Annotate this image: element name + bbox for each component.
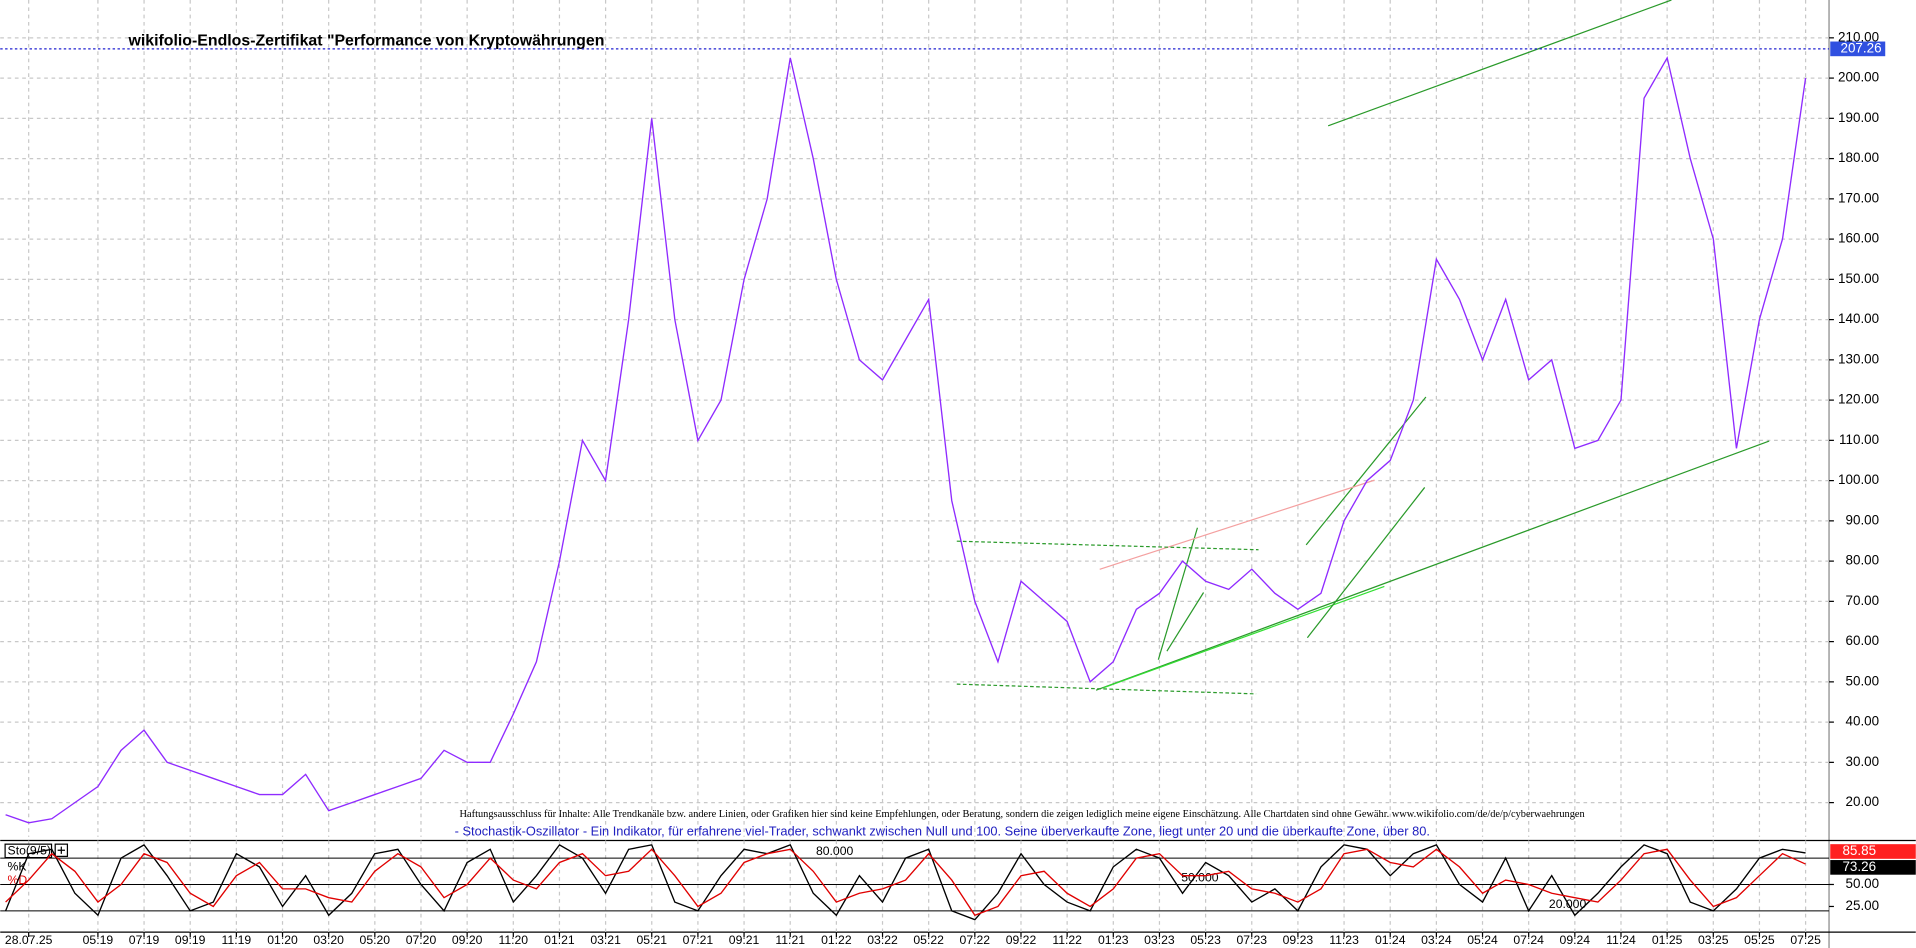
trendline — [1166, 592, 1205, 652]
x-tick-label: 05:19 — [83, 933, 114, 947]
x-tick-label: 01:25 — [1652, 933, 1683, 947]
y-tick-label: 50.00 — [1846, 673, 1880, 688]
x-tick-label: 09:23 — [1283, 933, 1314, 947]
x-tick-label: 11:24 — [1606, 933, 1636, 947]
level-label: 50.000 — [1181, 871, 1219, 885]
x-tick-label: 07:24 — [1513, 933, 1544, 947]
x-tick-label: 28.07.25 — [5, 933, 53, 947]
trendline — [1305, 396, 1427, 546]
y-tick-label: 70.00 — [1846, 593, 1880, 608]
trendline — [1306, 487, 1426, 639]
y-tick-label: 180.00 — [1838, 150, 1879, 165]
indicator-name: Sto(9/5) — [8, 844, 51, 858]
current-value-box — [1830, 844, 1916, 859]
last-price-label: 207.26 — [1841, 40, 1882, 55]
x-tick-label: 09:19 — [175, 933, 206, 947]
trendline — [1103, 585, 1385, 689]
x-tick-label: 11:23 — [1329, 933, 1359, 947]
x-tick-label: 03:23 — [1144, 933, 1175, 947]
x-tick-label: 07:25 — [1790, 933, 1821, 947]
y-tick-label: 40.00 — [1846, 714, 1880, 729]
y-tick-label: 110.00 — [1839, 432, 1879, 447]
x-tick-label: 07:22 — [960, 933, 991, 947]
last-price-box — [1830, 41, 1886, 57]
x-tick-label: 11:19 — [222, 933, 252, 947]
trendline — [1099, 479, 1375, 570]
series-line — [5, 56, 1807, 824]
y-tick-label: 60.00 — [1846, 633, 1880, 648]
y-tick-label: 100.00 — [1838, 472, 1879, 487]
x-tick-label: 01:20 — [267, 933, 298, 947]
y-tick-label: 25.00 — [1846, 898, 1880, 913]
x-tick-label: 05:21 — [636, 933, 667, 947]
y-tick-label: 200.00 — [1838, 70, 1879, 85]
plus-icon — [57, 846, 65, 854]
series-line — [4, 844, 1806, 921]
trendline — [1327, 0, 1672, 127]
chart-title: wikifolio-Endlos-Zertifikat "Performance… — [127, 33, 604, 50]
current-value-box — [1830, 860, 1916, 875]
x-tick-label: 09:20 — [452, 933, 483, 947]
x-tick-label: 01:22 — [821, 933, 852, 947]
current-value-label: 73.26 — [1842, 859, 1876, 874]
x-tick-label: 03:25 — [1698, 933, 1729, 947]
y-tick-label: 160.00 — [1838, 231, 1879, 246]
trendline — [1095, 440, 1770, 691]
trendline — [956, 683, 1257, 695]
x-tick-label: 09:24 — [1560, 933, 1591, 947]
y-tick-label: 210.00 — [1838, 29, 1879, 44]
y-tick-label: 20.00 — [1846, 794, 1880, 809]
x-tick-label: 05:20 — [360, 933, 391, 947]
series-line — [5, 848, 1806, 917]
trendline — [1157, 527, 1199, 660]
level-label: 80.000 — [816, 844, 854, 858]
y-tick-label: 190.00 — [1838, 110, 1879, 125]
y-tick-label: 90.00 — [1846, 512, 1880, 527]
x-tick-label: 07:21 — [683, 933, 714, 947]
x-tick-label: 05:25 — [1744, 933, 1775, 947]
x-tick-label: 03:22 — [867, 933, 898, 947]
x-tick-label: 07:19 — [129, 933, 160, 947]
x-tick-label: 07:20 — [406, 933, 437, 947]
x-tick-label: 01:23 — [1098, 933, 1129, 947]
current-value-label: 85.85 — [1842, 843, 1876, 858]
x-tick-label: 05:23 — [1190, 933, 1221, 947]
x-tick-label: 03:21 — [590, 933, 621, 947]
x-tick-label: 05:24 — [1467, 933, 1498, 947]
x-tick-label: 05:22 — [913, 933, 944, 947]
x-tick-label: 03:20 — [313, 933, 344, 947]
y-tick-label: 80.00 — [1846, 553, 1880, 568]
x-tick-label: 09:21 — [729, 933, 760, 947]
trendlines — [956, 0, 1770, 695]
x-tick-label: 01:24 — [1375, 933, 1406, 947]
y-tick-label: 130.00 — [1838, 351, 1879, 366]
x-tick-label: 03:24 — [1421, 933, 1452, 947]
disclaimer: Haftungsausschluss für Inhalte: Alle Tre… — [460, 809, 1586, 820]
y-tick-label: 170.00 — [1838, 190, 1879, 205]
y-tick-label: 50.00 — [1846, 876, 1880, 891]
x-tick-label: 07:23 — [1236, 933, 1267, 947]
grid — [0, 0, 1830, 933]
x-tick-label: 09:22 — [1006, 933, 1037, 947]
x-tick-label: 11:21 — [775, 933, 805, 947]
x-tick-label: 11:22 — [1052, 933, 1082, 947]
x-tick-label: 01:21 — [544, 933, 575, 947]
y-tick-label: 120.00 — [1838, 392, 1879, 407]
y-tick-label: 150.00 — [1838, 271, 1879, 286]
y-tick-label: 30.00 — [1846, 754, 1880, 769]
trendline — [956, 540, 1259, 551]
y-tick-label: 140.00 — [1838, 311, 1879, 326]
x-tick-label: 11:20 — [498, 933, 528, 947]
indicator-description: - Stochastik-Oszillator - Ein Indikator,… — [455, 823, 1430, 838]
